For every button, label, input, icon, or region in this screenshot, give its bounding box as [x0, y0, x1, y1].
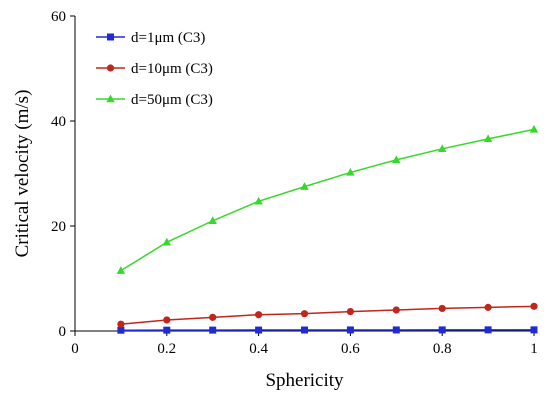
x-tick-label: 0.8	[433, 341, 452, 357]
data-point	[254, 196, 263, 205]
data-point	[255, 326, 263, 334]
legend-item: d=50μm (C3)	[96, 92, 213, 108]
axis-ticks: 0 20 40 60 0 0.2 0.4 0.6 0.8 1	[51, 9, 538, 357]
legend-item: d=1μm (C3)	[96, 30, 205, 46]
data-point	[208, 216, 217, 224]
y-axis-title: Critical velocity (m/s)	[12, 90, 33, 258]
y-tick-label: 40	[51, 114, 66, 130]
data-point	[346, 307, 354, 316]
x-axis-title: Sphericity	[265, 370, 344, 391]
x-tick-label: 0.6	[341, 341, 360, 357]
data-point	[438, 326, 446, 334]
data-point	[484, 303, 492, 311]
legend-marker	[106, 64, 115, 72]
legend-item: d=10μm (C3)	[96, 61, 213, 77]
legend-label: d=50μm (C3)	[131, 92, 213, 108]
y-tick-label: 60	[51, 9, 66, 25]
x-tick-label: 0.2	[157, 341, 176, 357]
data-point	[392, 306, 400, 314]
data-point	[301, 326, 308, 334]
data-point	[484, 326, 492, 334]
data-point	[163, 316, 171, 324]
legend-label: d=1μm (C3)	[131, 30, 205, 46]
data-point	[117, 320, 125, 328]
data-point	[209, 326, 217, 334]
data-point	[346, 167, 355, 176]
legend-label: d=10μm (C3)	[131, 61, 213, 77]
series-1	[117, 326, 538, 334]
series-layer	[116, 124, 539, 334]
series-line	[120, 305, 535, 325]
data-point	[162, 237, 171, 246]
data-point	[530, 302, 538, 310]
y-tick-label: 0	[59, 324, 67, 340]
x-tick-label: 0.4	[249, 341, 268, 357]
data-point	[529, 124, 539, 133]
y-tick-label: 20	[51, 219, 66, 235]
legend-marker	[106, 94, 115, 103]
series-2	[117, 302, 538, 328]
data-point	[117, 326, 125, 334]
data-point	[255, 311, 263, 319]
series-3	[116, 124, 539, 274]
data-point	[392, 326, 400, 334]
data-point	[530, 326, 538, 334]
series-line	[120, 128, 535, 272]
data-point	[438, 304, 446, 313]
data-point	[392, 155, 401, 164]
data-point	[300, 310, 309, 318]
data-point	[483, 134, 493, 143]
x-tick-label: 1	[530, 341, 538, 357]
legend: d=1μm (C3) d=10μm (C3) d=50μm (C3)	[96, 30, 213, 108]
data-point	[209, 313, 217, 321]
data-point	[438, 144, 447, 153]
data-point	[346, 326, 354, 334]
x-tick-label: 0	[71, 341, 79, 357]
data-point	[163, 326, 171, 334]
data-point	[116, 266, 126, 274]
legend-marker	[107, 33, 114, 41]
data-point	[300, 182, 309, 190]
